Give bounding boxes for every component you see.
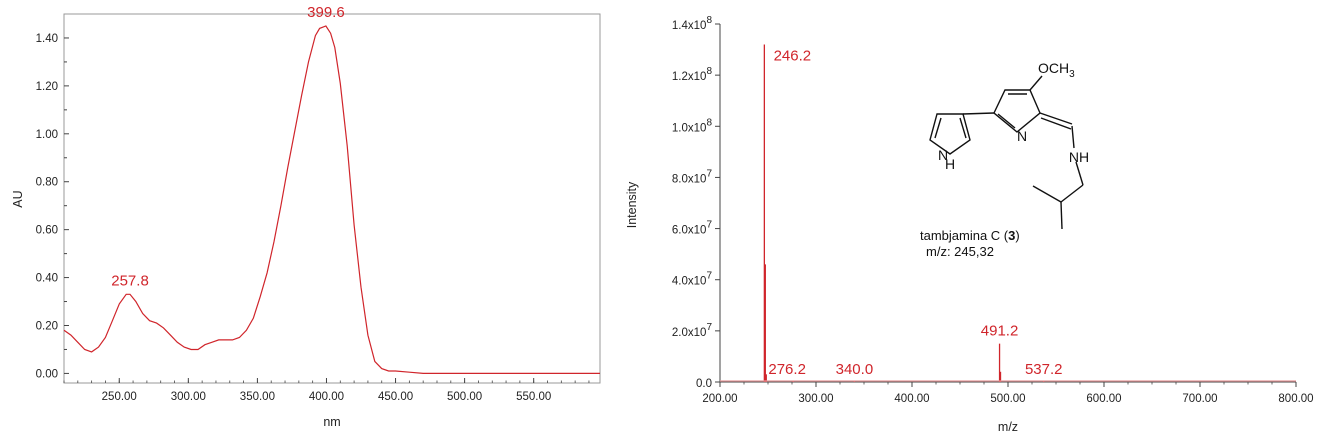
uv-y-tick-label: 0.00 (36, 368, 58, 380)
exocyclic-double-bond-b (1040, 117, 1072, 130)
ms-y-tick-label: 0.0 (696, 378, 712, 390)
uv-x-tick-label: 250.00 (102, 391, 137, 403)
compound-name-caption: tambjamina C (3) (920, 228, 1020, 243)
pyrrole-ring-left (929, 113, 971, 155)
uv-peak-label: 399.6 (307, 4, 345, 21)
ms-y-axis-label: Intensity (625, 181, 639, 228)
uv-y-tick-label: 0.20 (36, 320, 58, 332)
uv-plot-frame (63, 13, 601, 384)
pyrrole-ring-left-double-bond-1 (934, 117, 942, 139)
uv-series-line (63, 25, 600, 374)
ch-ch3-bond-1 (1032, 185, 1062, 203)
methoxy-bond (1029, 75, 1043, 91)
ms-y-tick-label: 6.0x107 (672, 220, 713, 237)
ms-x-tick-label: 800.00 (1278, 393, 1313, 405)
uv-x-tick-label: 550.00 (516, 391, 551, 403)
ms-x-tick-label: 300.00 (798, 393, 833, 405)
ms-x-axis-label: m/z (998, 420, 1018, 434)
uv-y-tick-label: 1.20 (36, 81, 58, 93)
ms-y-tick-label: 8.0x107 (672, 168, 713, 185)
uv-x-tick-label: 400.00 (309, 391, 344, 403)
biaryl-bond (962, 112, 995, 115)
amine-nh-label: NH (1069, 149, 1089, 165)
uv-y-tick-labels: 0.00 0.20 0.40 0.60 0.80 1.00 1.20 1.40 (36, 33, 58, 380)
ms-peak-label: 537.2 (1025, 361, 1063, 378)
ms-y-tick-label: 4.0x107 (672, 271, 713, 288)
uv-spectrum-chart: 0.00 0.20 0.40 0.60 0.80 1.00 1.20 1.40 250.00 3… (11, 4, 601, 429)
uv-x-axis-label: nm (323, 415, 340, 429)
uv-y-tick-label: 1.40 (36, 33, 58, 45)
exocyclic-double-bond-a (1039, 112, 1073, 125)
ms-y-tick-label: 1.2x108 (672, 66, 713, 83)
ms-y-tick-label: 1.4x108 (672, 15, 713, 32)
uv-x-tick-label: 350.00 (240, 391, 275, 403)
tambjamine-structure-drawing (929, 75, 1084, 230)
pyrrole-ring-right (993, 89, 1041, 133)
methoxy-label: OCH3 (1038, 60, 1075, 80)
uv-tick-marks (63, 37, 590, 383)
uv-peak-label: 257.8 (111, 272, 149, 289)
uv-y-tick-label: 0.40 (36, 273, 58, 285)
ms-x-tick-label: 400.00 (894, 393, 929, 405)
ms-x-tick-labels: 200.00 300.00 400.00 500.00 600.00 700.00 800.… (702, 393, 1313, 405)
ms-x-tick-label: 500.00 (990, 393, 1025, 405)
uv-x-tick-label: 450.00 (378, 391, 413, 403)
pyrrole-nh-h-label: H (945, 156, 955, 172)
uv-x-tick-label: 300.00 (171, 391, 206, 403)
ms-x-tick-label: 700.00 (1182, 393, 1217, 405)
ms-tick-marks (715, 23, 1297, 387)
ms-y-tick-labels: 0.0 2.0x107 4.0x107 6.0x107 8.0x107 1.0x108 1.… (672, 15, 713, 390)
ms-x-tick-label: 200.00 (702, 393, 737, 405)
structure-atom-labels: OCH3 N H N NH (938, 60, 1089, 172)
uv-y-axis-label: AU (11, 190, 25, 207)
ms-y-tick-label: 2.0x107 (672, 322, 713, 339)
ms-y-tick-label: 1.0x108 (672, 117, 713, 134)
uv-x-tick-label: 500.00 (447, 391, 482, 403)
ms-peaks (763, 44, 1045, 382)
ch-nh-bond (1071, 125, 1075, 149)
pyrrole-nh-n-label: N (938, 147, 948, 163)
pyrrole-ring-left-double-bond-2 (959, 117, 967, 139)
compound-mz-caption: m/z: 245,32 (926, 244, 994, 259)
ch2-ch-bond (1060, 184, 1084, 203)
uv-x-tick-labels: 250.00 300.00 350.00 400.00 450.00 500.00 550.… (102, 391, 552, 403)
uv-peak-labels: 257.8 399.6 (111, 4, 344, 289)
pyrrole-ring-right-imine-bond (997, 113, 1016, 129)
n-ch2-bond (1075, 161, 1084, 186)
ms-peak-label: 276.2 (768, 361, 806, 378)
ch-ch3-bond-2 (1060, 201, 1063, 230)
ms-peak-labels: 246.2 276.2 340.0 491.2 537.2 (768, 47, 1062, 378)
imine-n-label: N (1017, 128, 1027, 144)
uv-y-tick-label: 0.60 (36, 225, 58, 237)
ms-peak-label: 340.0 (836, 361, 874, 378)
ms-x-tick-label: 600.00 (1086, 393, 1121, 405)
uv-y-tick-label: 0.80 (36, 177, 58, 189)
ms-peak-label: 491.2 (981, 323, 1019, 340)
uv-y-tick-label: 1.00 (36, 129, 58, 141)
ms-peak-label: 246.2 (774, 47, 812, 64)
mass-spectrum-chart: 0.0 2.0x107 4.0x107 6.0x107 8.0x107 1.0x108 1.… (625, 15, 1314, 434)
